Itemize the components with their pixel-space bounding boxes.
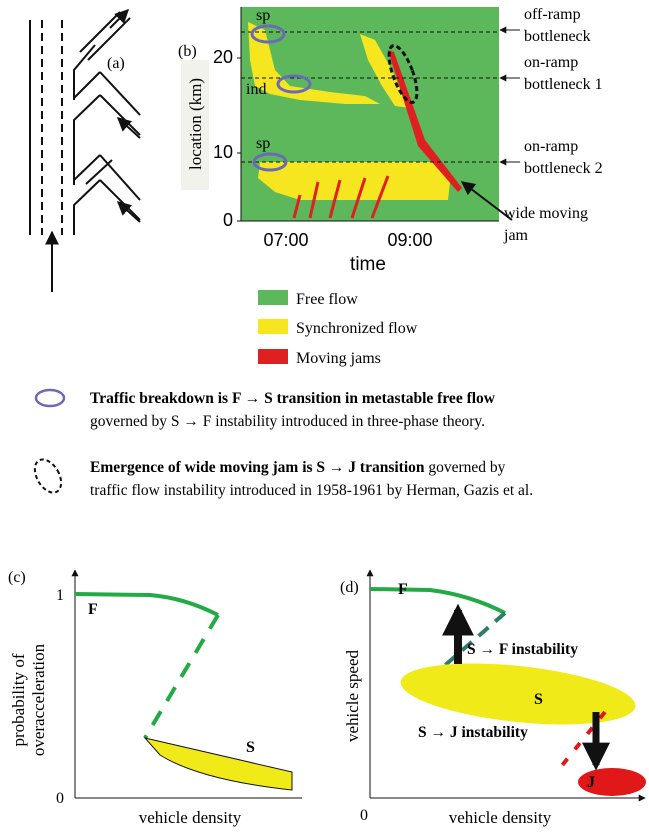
sj-instability-label: S → J instability xyxy=(418,724,528,741)
note-emergence-ellipse xyxy=(33,458,63,494)
speed-map xyxy=(241,7,499,221)
breakdown-marker-ind xyxy=(276,74,312,94)
sync-region-diagonal xyxy=(360,34,410,108)
b-ytick-10: 10 xyxy=(213,142,233,162)
b-ylabel: location (km) xyxy=(186,78,205,170)
bottleneck-onramp1-1: on-ramp xyxy=(524,54,578,71)
panel-b-axes xyxy=(237,7,499,222)
road-schematic xyxy=(29,11,141,235)
sync-region-upper xyxy=(248,22,380,104)
bottleneck-onramp1-2: bottleneck 1 xyxy=(524,76,603,93)
marker-ind: ind xyxy=(246,81,266,98)
c-region-S xyxy=(143,737,293,791)
c-curve-F xyxy=(74,592,219,617)
legend-label-jam: Moving jams xyxy=(296,350,381,367)
legend-swatch-free xyxy=(258,290,288,305)
panel-b-label: (b) xyxy=(178,43,197,60)
bottleneck-onramp2-2: bottleneck 2 xyxy=(524,160,603,177)
b-ytick-20: 20 xyxy=(213,47,233,67)
d-ylabel: vehicle speed xyxy=(343,649,362,742)
c-label-S: S xyxy=(246,739,255,756)
marker-sp-bottom: sp xyxy=(256,135,270,152)
bottleneck-offramp-1: off-ramp xyxy=(524,6,581,23)
legend: Free flow Synchronized flow Moving jams xyxy=(258,290,418,367)
b-xtick-0900: 09:00 xyxy=(387,230,432,250)
jam-label-1: wide moving xyxy=(504,205,588,222)
road-edge-right-mid xyxy=(73,94,101,185)
bottleneck-onramp2-1: on-ramp xyxy=(524,138,578,155)
d-label-J: J xyxy=(587,774,595,791)
panel-a-label: (a) xyxy=(107,55,125,72)
c-ytick-1: 1 xyxy=(56,587,64,604)
on-ramp-1 xyxy=(99,94,141,136)
note-emergence-bold: Emergence of wide moving jam is S → J tr… xyxy=(90,459,425,476)
sf-instability-label: S → F instability xyxy=(467,641,578,658)
b-xtick-0700: 07:00 xyxy=(263,230,308,250)
legend-label-free: Free flow xyxy=(296,291,358,308)
note-emergence-line2: traffic flow instability introduced in 1… xyxy=(90,482,533,499)
note-emergence-rest: governed by xyxy=(425,459,506,476)
note-emergence-line1: Emergence of wide moving jam is S → J tr… xyxy=(90,459,506,476)
sync-region-lower xyxy=(258,162,450,200)
ylabel-background xyxy=(181,60,209,190)
on-ramp-2-arrow xyxy=(116,201,141,223)
narrow-jams xyxy=(292,175,390,219)
panel-d-label: (d) xyxy=(340,579,359,596)
legend-swatch-jam xyxy=(258,349,288,364)
off-ramp-arrow xyxy=(109,9,129,29)
legend-label-sync: Synchronized flow xyxy=(296,320,418,337)
d-xtick-0: 0 xyxy=(360,807,368,824)
road-edge-right-lower xyxy=(73,179,101,235)
d-label-F: F xyxy=(398,581,408,598)
note-breakdown-line2: governed by S → F instability introduced… xyxy=(90,413,485,430)
marker-sp-top: sp xyxy=(256,7,270,24)
c-xlabel: vehicle density xyxy=(139,808,242,827)
c-ytick-0: 0 xyxy=(56,790,64,807)
c-unstable-branch xyxy=(143,613,220,740)
c-ylabel-1: probability of xyxy=(9,653,28,746)
on-ramp-2 xyxy=(99,179,141,221)
d-unstable-branch xyxy=(426,611,507,682)
jam-label-2: jam xyxy=(503,227,529,244)
wide-moving-jam xyxy=(388,50,462,192)
note-breakdown-ellipse xyxy=(34,388,66,408)
off-ramp xyxy=(79,11,121,53)
panel-c-label: (c) xyxy=(8,569,26,586)
d-label-S: S xyxy=(534,691,543,708)
breakdown-marker-sp-top xyxy=(250,24,286,44)
d-region-S xyxy=(400,663,636,725)
d-curve-F xyxy=(369,587,506,615)
bottleneck-offramp-2: bottleneck xyxy=(524,28,591,45)
b-xlabel: time xyxy=(350,254,386,275)
d-xlabel: vehicle density xyxy=(449,808,552,827)
on-ramp-1-arrow xyxy=(116,117,141,139)
d-region-J xyxy=(578,768,646,796)
road-edge-right-upper xyxy=(73,44,96,100)
c-ylabel-2: overacceleration xyxy=(29,643,48,756)
jam-pointer-arrow xyxy=(460,181,513,221)
note-breakdown-line1: Traffic breakdown is F → S transition in… xyxy=(90,390,496,407)
breakdown-marker-sp-bottom xyxy=(252,152,288,172)
legend-swatch-sync xyxy=(258,319,288,334)
c-label-F: F xyxy=(88,601,98,618)
b-ytick-0: 0 xyxy=(223,210,233,230)
